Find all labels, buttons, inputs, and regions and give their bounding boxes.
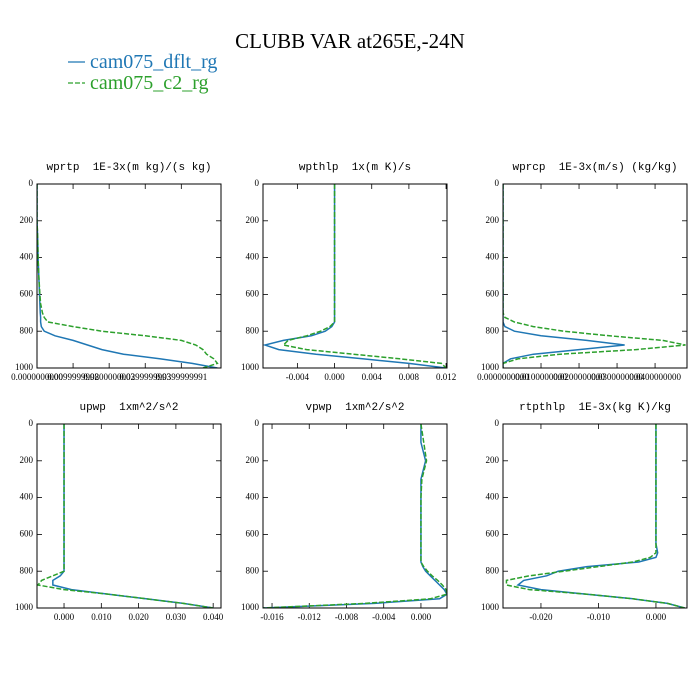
x-tick-label: 0.012	[436, 372, 456, 382]
y-tick-label: 600	[246, 288, 260, 298]
profile-line	[263, 184, 447, 368]
y-tick-label: 600	[486, 528, 500, 538]
y-tick-label: 600	[20, 288, 34, 298]
panel: vpwp 1xm^2/s^2 0 200 400 600 800 1000-0.016 -0.…	[241, 402, 448, 622]
x-tick-label: 0.000	[411, 612, 432, 622]
x-tick-label: 0.0099999998	[47, 372, 99, 382]
y-tick-label: 400	[246, 252, 260, 262]
y-tick-label: 200	[486, 215, 500, 225]
x-tick-label: -0.008	[335, 612, 359, 622]
panel: upwp 1xm^2/s^2 0 200 400 600 800 1000 0.000 0.01…	[15, 402, 224, 622]
profile-line	[263, 424, 447, 608]
x-tick-label: 0.000	[54, 612, 75, 622]
x-tick-label: 0.008	[399, 372, 420, 382]
panel-title: wprcp 1E-3x(m/s) (kg/kg)	[512, 162, 677, 174]
profile-line	[263, 424, 447, 608]
panel-title: vpwp 1xm^2/s^2	[305, 402, 404, 414]
x-tick-label: -0.012	[298, 612, 321, 622]
y-tick-label: 200	[20, 455, 34, 465]
panel-title: wprtp 1E-3x(m kg)/(s kg)	[46, 162, 211, 174]
y-tick-label: 600	[20, 528, 34, 538]
y-tick-label: 600	[486, 288, 500, 298]
y-tick-label: 0	[495, 418, 500, 428]
y-tick-label: 1000	[481, 602, 500, 612]
x-tick-label: 0.000	[646, 612, 667, 622]
legend-label: cam075_dflt_rg	[90, 51, 217, 73]
panel: wpthlp 1x(m K)/s 0 200 400 600 800 1000 -0.004 0…	[241, 162, 456, 382]
x-tick-label: -0.004	[286, 372, 310, 382]
y-tick-label: 400	[486, 252, 500, 262]
x-tick-label: 0.0300000000	[591, 372, 643, 382]
x-tick-label: 0.040	[203, 612, 224, 622]
y-tick-label: 0	[29, 418, 34, 428]
y-tick-label: 1000	[481, 362, 500, 372]
x-tick-label: 0.0200000000	[553, 372, 605, 382]
profile-line	[503, 184, 686, 368]
panel: wprtp 1E-3x(m kg)/(s kg) 0 200 400 600 800 100…	[11, 162, 222, 382]
y-tick-label: 200	[246, 455, 260, 465]
y-tick-label: 800	[486, 325, 500, 335]
x-tick-label: 0.030	[166, 612, 187, 622]
profile-line	[505, 424, 685, 608]
y-tick-label: 1000	[241, 362, 260, 372]
y-tick-label: 1000	[15, 362, 34, 372]
profile-line	[52, 424, 214, 608]
x-tick-label: 0.020	[128, 612, 149, 622]
x-tick-label: -0.020	[529, 612, 553, 622]
y-tick-label: 1000	[241, 602, 260, 612]
legend-label: cam075_c2_rg	[90, 72, 209, 94]
panel-title: wpthlp 1x(m K)/s	[299, 162, 411, 174]
y-tick-label: 800	[246, 325, 260, 335]
y-tick-label: 0	[495, 178, 500, 188]
y-tick-label: 800	[246, 565, 260, 575]
plot-frame	[36, 183, 222, 369]
profile-line	[37, 184, 219, 368]
x-tick-label: 0.0299999993	[119, 372, 171, 382]
y-tick-label: 1000	[15, 602, 34, 612]
y-tick-label: 800	[486, 565, 500, 575]
profile-line	[37, 184, 218, 368]
x-tick-label: -0.010	[587, 612, 611, 622]
x-tick-label: 0.0399999991	[155, 372, 207, 382]
x-tick-label: 0.0200000003	[83, 372, 135, 382]
x-tick-label: -0.016	[260, 612, 284, 622]
y-tick-label: 200	[246, 215, 260, 225]
y-tick-label: 600	[246, 528, 260, 538]
plot-frame	[262, 423, 448, 609]
plot-frame	[36, 423, 222, 609]
y-tick-label: 0	[29, 178, 34, 188]
plot-frame	[502, 183, 688, 369]
profile-line	[37, 424, 214, 608]
y-tick-label: 0	[255, 418, 260, 428]
panel-title: rtpthlp 1E-3x(kg K)/kg	[519, 402, 671, 414]
panel-title: upwp 1xm^2/s^2	[79, 402, 178, 414]
x-tick-label: 0.0400000000	[629, 372, 681, 382]
y-tick-label: 200	[486, 455, 500, 465]
x-tick-label: 0.004	[362, 372, 383, 382]
x-tick-label: -0.004	[372, 612, 396, 622]
y-tick-label: 200	[20, 215, 34, 225]
x-tick-label: 0.000	[324, 372, 345, 382]
profile-line	[516, 424, 685, 608]
y-tick-label: 400	[20, 252, 34, 262]
profile-line	[281, 184, 447, 368]
plot-frame	[502, 423, 688, 609]
profile-line	[503, 184, 625, 368]
y-tick-label: 0	[255, 178, 260, 188]
y-tick-label: 400	[486, 492, 500, 502]
y-tick-label: 800	[20, 325, 34, 335]
x-tick-label: 0.0000000000	[477, 372, 529, 382]
y-tick-label: 400	[20, 492, 34, 502]
y-tick-label: 400	[246, 492, 260, 502]
plot-frame	[262, 183, 448, 369]
x-tick-label: 0.0000000000	[11, 372, 63, 382]
x-tick-label: 0.0100000000	[515, 372, 567, 382]
panel: rtpthlp 1E-3x(kg K)/kg 0 200 400 600 800 1000 -…	[481, 402, 688, 622]
y-tick-label: 800	[20, 565, 34, 575]
x-tick-label: 0.010	[91, 612, 112, 622]
figure-title: CLUBB VAR at265E,-24N	[235, 29, 465, 53]
panel: wprcp 1E-3x(m/s) (kg/kg) 0 200 400 600 800 100…	[477, 162, 688, 382]
